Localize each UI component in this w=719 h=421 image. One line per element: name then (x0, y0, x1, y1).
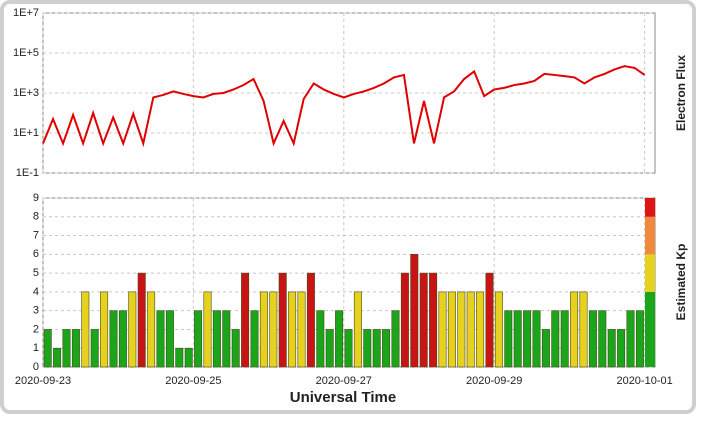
y-tick-label: 1E+7 (13, 7, 39, 19)
kp-bar (476, 291, 485, 368)
kp-bar (306, 272, 315, 368)
y-tick-label: 3 (33, 305, 39, 317)
y-tick-label: 9 (33, 192, 39, 204)
kp-bar (466, 291, 475, 368)
kp-bar (288, 291, 297, 368)
kp-bar (278, 272, 287, 368)
kp-bar (344, 329, 353, 368)
kp-bar (626, 310, 635, 368)
kp-bar (156, 310, 165, 368)
kp-bar (297, 291, 306, 368)
kp-bar (353, 291, 362, 368)
kp-bar (62, 329, 71, 368)
kp-bar (541, 329, 550, 368)
kp-bar (551, 310, 560, 368)
kp-bar (184, 347, 193, 368)
kp-bar (203, 291, 212, 368)
kp-bar (504, 310, 513, 368)
y-tick-label: 1E+1 (13, 127, 39, 139)
kp-bar (532, 310, 541, 368)
kp-bar (81, 291, 90, 368)
kp-bar (231, 329, 240, 368)
y-tick-label: 1E-1 (16, 167, 39, 179)
kp-bar (325, 329, 334, 368)
kp-bar (617, 329, 626, 368)
x-axis-title: Universal Time (290, 389, 396, 406)
kp-bar (400, 272, 409, 368)
kp-bar (382, 329, 391, 368)
y-tick-label: 1E+3 (13, 87, 39, 99)
kp-scale-band (645, 254, 655, 292)
kp-bar (165, 310, 174, 368)
kp-scale-band (645, 198, 655, 217)
kp-bar (429, 272, 438, 368)
kp-bar (241, 272, 250, 368)
kp-scale-band (645, 291, 655, 367)
y-tick-label: 1E+5 (13, 47, 39, 59)
y-tick-label: 1 (33, 342, 39, 354)
kp-bar (410, 254, 419, 368)
kp-bar (588, 310, 597, 368)
kp-bar (485, 272, 494, 368)
kp-bar (598, 310, 607, 368)
kp-axis-title: Estimated Kp (674, 244, 688, 321)
kp-bar (372, 329, 381, 368)
kp-bar (259, 291, 268, 368)
kp-bar (419, 272, 428, 368)
kp-bar (579, 291, 588, 368)
kp-scale-band (645, 216, 655, 255)
kp-bar (269, 291, 278, 368)
y-tick-label: 0 (33, 361, 39, 373)
kp-bar (523, 310, 532, 368)
flux-axis-title: Electron Flux (674, 55, 688, 131)
x-tick-label: 2020-09-25 (165, 375, 221, 387)
y-tick-label: 8 (33, 211, 39, 223)
kp-bar (100, 291, 109, 368)
kp-bar (90, 329, 99, 368)
y-tick-label: 5 (33, 267, 39, 279)
kp-bar (635, 310, 644, 368)
kp-bar (457, 291, 466, 368)
kp-bar (513, 310, 522, 368)
x-tick-label: 2020-10-01 (616, 375, 672, 387)
y-tick-label: 4 (33, 286, 39, 298)
kp-bar (175, 347, 184, 368)
kp-bar (335, 310, 344, 368)
kp-bar (250, 310, 259, 368)
kp-bar (128, 291, 137, 368)
kp-bar (447, 291, 456, 368)
y-tick-label: 7 (33, 229, 39, 241)
y-tick-label: 6 (33, 248, 39, 260)
kp-bar (137, 272, 146, 368)
kp-bar (560, 310, 569, 368)
kp-bar (222, 310, 231, 368)
y-tick-label: 2 (33, 323, 39, 335)
kp-bar (570, 291, 579, 368)
kp-bar (363, 329, 372, 368)
kp-bar (71, 329, 80, 368)
x-tick-label: 2020-09-29 (466, 375, 522, 387)
kp-bar (194, 310, 203, 368)
x-tick-label: 2020-09-27 (316, 375, 372, 387)
kp-bar (43, 329, 52, 368)
flux-line (42, 65, 646, 148)
kp-bar (53, 347, 62, 368)
kp-bar (607, 329, 616, 368)
kp-bar (438, 291, 447, 368)
kp-bar (316, 310, 325, 368)
kp-bar (391, 310, 400, 368)
kp-bar (118, 310, 127, 368)
kp-bar (212, 310, 221, 368)
kp-bar (494, 291, 503, 368)
x-tick-label: 2020-09-23 (15, 375, 71, 387)
kp-bar (109, 310, 118, 368)
kp-bar (147, 291, 156, 368)
